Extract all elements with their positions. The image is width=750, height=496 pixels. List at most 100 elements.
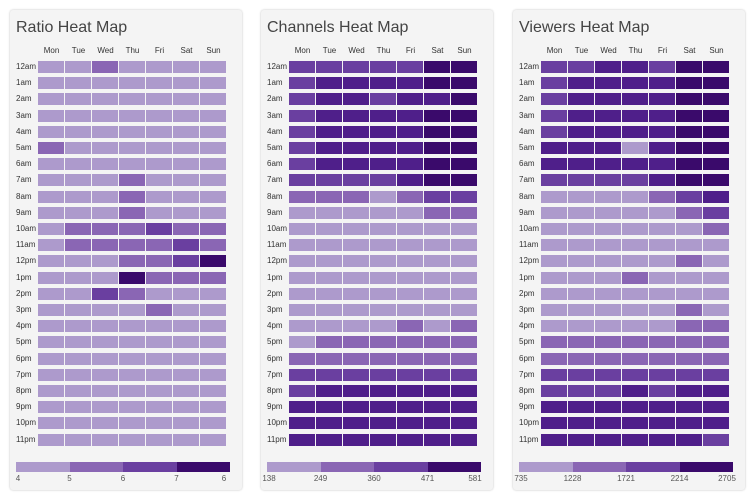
- heatmap-cell[interactable]: [370, 174, 396, 187]
- heatmap-cell[interactable]: [541, 417, 567, 430]
- heatmap-cell[interactable]: [424, 336, 450, 349]
- heatmap-cell[interactable]: [316, 336, 342, 349]
- heatmap-cell[interactable]: [622, 93, 648, 106]
- heatmap-cell[interactable]: [343, 206, 369, 219]
- heatmap-cell[interactable]: [568, 433, 594, 446]
- heatmap-cell[interactable]: [595, 336, 621, 349]
- heatmap-cell[interactable]: [703, 433, 729, 446]
- heatmap-cell[interactable]: [541, 255, 567, 268]
- heatmap-cell[interactable]: [397, 93, 423, 106]
- heatmap-cell[interactable]: [316, 352, 342, 365]
- heatmap-cell[interactable]: [370, 336, 396, 349]
- heatmap-cell[interactable]: [397, 287, 423, 300]
- heatmap-cell[interactable]: [119, 304, 145, 316]
- heatmap-cell[interactable]: [622, 190, 648, 203]
- heatmap-cell[interactable]: [676, 125, 702, 138]
- heatmap-cell[interactable]: [541, 206, 567, 219]
- heatmap-cell[interactable]: [316, 174, 342, 187]
- heatmap-cell[interactable]: [676, 287, 702, 300]
- heatmap-cell[interactable]: [173, 368, 199, 381]
- heatmap-cell[interactable]: [173, 433, 199, 446]
- heatmap-cell[interactable]: [289, 433, 315, 446]
- heatmap-cell[interactable]: [703, 206, 729, 219]
- heatmap-cell[interactable]: [200, 336, 226, 349]
- heatmap-cell[interactable]: [92, 417, 118, 430]
- heatmap-cell[interactable]: [649, 368, 675, 381]
- heatmap-cell[interactable]: [200, 368, 226, 381]
- heatmap-cell[interactable]: [595, 158, 621, 171]
- heatmap-cell[interactable]: [343, 336, 369, 349]
- heatmap-cell[interactable]: [676, 336, 702, 349]
- heatmap-cell[interactable]: [92, 385, 118, 397]
- heatmap-cell[interactable]: [649, 417, 675, 430]
- heatmap-cell[interactable]: [595, 206, 621, 219]
- heatmap-cell[interactable]: [146, 109, 172, 122]
- heatmap-cell[interactable]: [424, 93, 450, 106]
- heatmap-cell[interactable]: [200, 190, 226, 203]
- heatmap-cell[interactable]: [146, 271, 172, 284]
- heatmap-cell[interactable]: [119, 61, 145, 73]
- heatmap-cell[interactable]: [649, 352, 675, 365]
- heatmap-cell[interactable]: [649, 174, 675, 187]
- heatmap-cell[interactable]: [316, 206, 342, 219]
- heatmap-cell[interactable]: [541, 304, 567, 316]
- heatmap-cell[interactable]: [622, 417, 648, 430]
- heatmap-cell[interactable]: [173, 109, 199, 122]
- heatmap-cell[interactable]: [595, 352, 621, 365]
- heatmap-cell[interactable]: [703, 304, 729, 316]
- heatmap-cell[interactable]: [703, 352, 729, 365]
- heatmap-cell[interactable]: [173, 61, 199, 73]
- heatmap-cell[interactable]: [316, 77, 342, 90]
- heatmap-cell[interactable]: [65, 271, 91, 284]
- heatmap-cell[interactable]: [397, 109, 423, 122]
- heatmap-cell[interactable]: [424, 206, 450, 219]
- heatmap-cell[interactable]: [424, 401, 450, 414]
- heatmap-cell[interactable]: [343, 417, 369, 430]
- heatmap-cell[interactable]: [200, 142, 226, 154]
- heatmap-cell[interactable]: [397, 304, 423, 316]
- heatmap-cell[interactable]: [38, 77, 64, 90]
- heatmap-cell[interactable]: [92, 401, 118, 414]
- heatmap-cell[interactable]: [568, 336, 594, 349]
- heatmap-cell[interactable]: [119, 320, 145, 333]
- heatmap-cell[interactable]: [146, 223, 172, 235]
- heatmap-cell[interactable]: [397, 206, 423, 219]
- heatmap-cell[interactable]: [65, 190, 91, 203]
- heatmap-cell[interactable]: [200, 61, 226, 73]
- heatmap-cell[interactable]: [343, 433, 369, 446]
- heatmap-cell[interactable]: [451, 77, 477, 90]
- heatmap-cell[interactable]: [703, 223, 729, 235]
- heatmap-cell[interactable]: [65, 255, 91, 268]
- heatmap-cell[interactable]: [92, 304, 118, 316]
- heatmap-cell[interactable]: [289, 336, 315, 349]
- heatmap-cell[interactable]: [451, 93, 477, 106]
- heatmap-cell[interactable]: [568, 287, 594, 300]
- heatmap-cell[interactable]: [38, 304, 64, 316]
- heatmap-cell[interactable]: [38, 158, 64, 171]
- heatmap-cell[interactable]: [451, 142, 477, 154]
- heatmap-cell[interactable]: [649, 142, 675, 154]
- heatmap-cell[interactable]: [289, 109, 315, 122]
- heatmap-cell[interactable]: [38, 287, 64, 300]
- heatmap-cell[interactable]: [703, 271, 729, 284]
- heatmap-cell[interactable]: [703, 401, 729, 414]
- heatmap-cell[interactable]: [424, 174, 450, 187]
- heatmap-cell[interactable]: [92, 352, 118, 365]
- heatmap-cell[interactable]: [38, 352, 64, 365]
- heatmap-cell[interactable]: [92, 174, 118, 187]
- heatmap-cell[interactable]: [595, 368, 621, 381]
- heatmap-cell[interactable]: [397, 271, 423, 284]
- heatmap-cell[interactable]: [38, 142, 64, 154]
- heatmap-cell[interactable]: [595, 320, 621, 333]
- heatmap-cell[interactable]: [541, 352, 567, 365]
- heatmap-cell[interactable]: [451, 255, 477, 268]
- heatmap-cell[interactable]: [541, 158, 567, 171]
- heatmap-cell[interactable]: [568, 320, 594, 333]
- heatmap-cell[interactable]: [289, 158, 315, 171]
- heatmap-cell[interactable]: [146, 368, 172, 381]
- heatmap-cell[interactable]: [200, 158, 226, 171]
- heatmap-cell[interactable]: [316, 320, 342, 333]
- heatmap-cell[interactable]: [316, 255, 342, 268]
- heatmap-cell[interactable]: [451, 271, 477, 284]
- heatmap-cell[interactable]: [200, 433, 226, 446]
